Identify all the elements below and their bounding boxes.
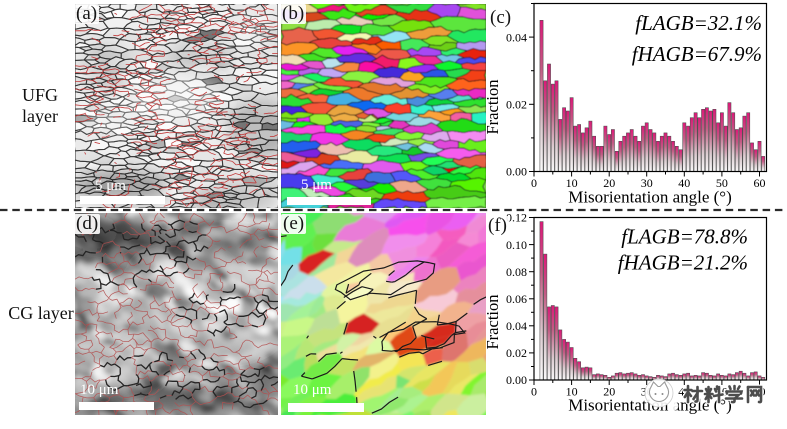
svg-text:10: 10 [566, 385, 578, 399]
svg-text:60: 60 [754, 176, 766, 190]
svg-text:fHAGB=21.2%: fHAGB=21.2% [618, 251, 748, 275]
svg-text:0.04: 0.04 [506, 30, 527, 44]
svg-text:0.02: 0.02 [506, 346, 527, 360]
svg-text:20: 20 [603, 176, 615, 190]
svg-text:50: 50 [716, 176, 728, 190]
svg-text:0: 0 [531, 385, 537, 399]
svg-text:0.08: 0.08 [506, 265, 527, 279]
svg-text:fLAGB=32.1%: fLAGB=32.1% [635, 11, 762, 35]
svg-text:0.12: 0.12 [506, 211, 527, 225]
svg-text:10: 10 [566, 176, 578, 190]
svg-text:0.04: 0.04 [506, 319, 527, 333]
svg-text:Misorientation angle (°): Misorientation angle (°) [568, 396, 732, 415]
svg-text:40: 40 [678, 176, 690, 190]
svg-text:Misorientation angle (°): Misorientation angle (°) [568, 188, 732, 207]
svg-text:0.02: 0.02 [506, 98, 527, 112]
svg-text:0.00: 0.00 [506, 373, 527, 387]
svg-text:0: 0 [531, 176, 537, 190]
svg-text:fHAGB=67.9%: fHAGB=67.9% [632, 42, 762, 66]
svg-text:0.06: 0.06 [506, 292, 527, 306]
svg-text:0.10: 0.10 [506, 238, 527, 252]
svg-text:fLAGB=78.8%: fLAGB=78.8% [621, 225, 748, 249]
svg-text:0.00: 0.00 [506, 165, 527, 179]
svg-text:Fraction: Fraction [483, 80, 502, 135]
svg-text:30: 30 [641, 176, 653, 190]
svg-text:20: 20 [603, 385, 615, 399]
svg-text:Fraction: Fraction [483, 295, 502, 350]
